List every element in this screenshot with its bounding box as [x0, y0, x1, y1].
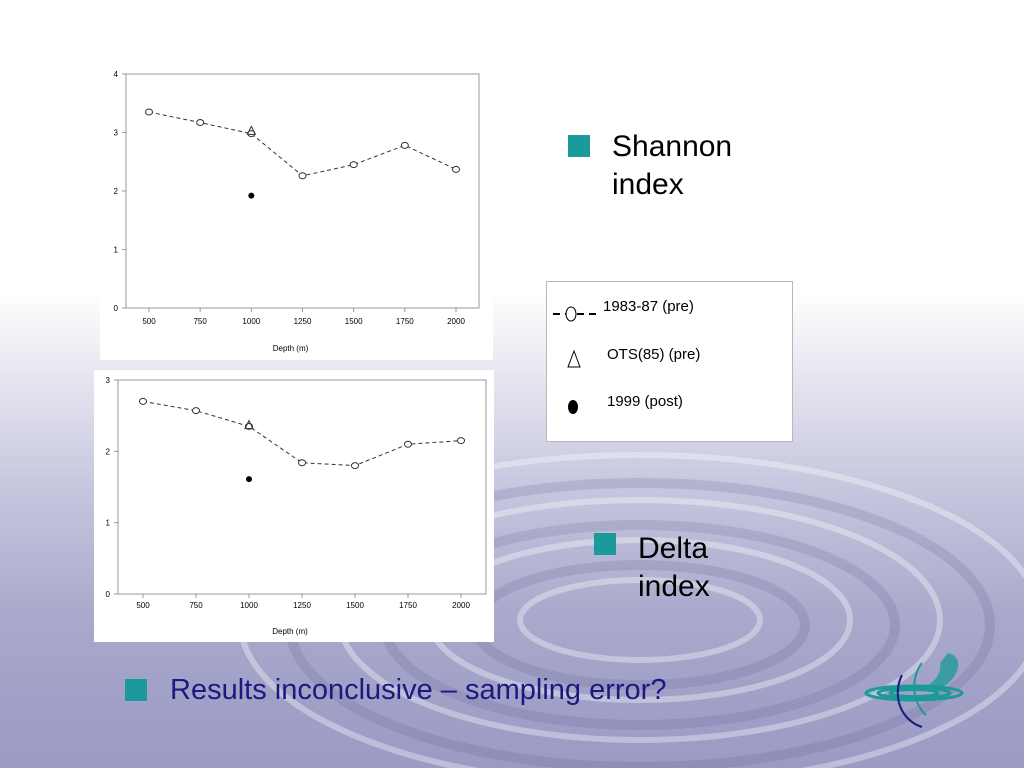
data-point-dot	[248, 192, 255, 199]
y-tick-label: 0	[114, 304, 119, 313]
shannon-label: Shannon index	[612, 128, 732, 204]
data-point-circle	[457, 437, 465, 445]
y-tick-label: 1	[106, 519, 111, 528]
shannon-label-line2: index	[612, 168, 684, 201]
shannon-bullet-icon	[568, 135, 590, 157]
data-point-circle	[298, 172, 307, 180]
legend-marker-dot-icon	[568, 400, 578, 414]
x-tick-label: 750	[193, 317, 207, 326]
data-point-circle	[196, 119, 205, 127]
data-point-circle	[145, 108, 153, 116]
data-point-circle	[404, 440, 412, 448]
data-point-circle	[452, 165, 460, 173]
y-tick-label: 2	[106, 447, 111, 456]
legend-label-1999: 1999 (post)	[607, 393, 683, 410]
data-point-circle	[349, 161, 358, 169]
x-tick-label: 1500	[346, 601, 364, 610]
data-point-triangle	[244, 419, 254, 430]
y-tick-label: 3	[106, 376, 111, 385]
data-point-dot	[246, 476, 252, 483]
legend-markers	[553, 306, 597, 414]
delta-label-line1: Delta	[638, 532, 709, 565]
x-tick-label: 750	[189, 601, 203, 610]
x-tick-label: 1250	[293, 601, 311, 610]
data-point-circle	[192, 407, 200, 415]
y-tick-label: 0	[106, 590, 111, 599]
shannon-chart: 0 1 2 3 4 500 750 1000 1250 1500 1750 2000 Depth (m)	[114, 70, 480, 353]
x-tick-label: 1500	[345, 317, 363, 326]
y-tick-label: 4	[114, 70, 119, 79]
legend-marker-triangle-icon	[567, 349, 581, 368]
x-tick-label: 2000	[452, 601, 470, 610]
y-tick-label: 2	[114, 187, 119, 196]
x-tick-label: 500	[142, 317, 156, 326]
chart-legend: 1983-87 (pre) OTS(85) (pre) 1999 (post)	[546, 281, 793, 442]
y-tick-label: 3	[114, 129, 119, 138]
x-axis-label: Depth (m)	[273, 344, 309, 353]
x-axis-label: Depth (m)	[272, 627, 308, 636]
data-point-circle	[298, 459, 306, 467]
x-tick-label: 1750	[399, 601, 417, 610]
logo-icon	[864, 653, 964, 728]
legend-marker-circle-dashed-icon	[553, 306, 597, 322]
plot-area	[117, 379, 487, 595]
x-tick-label: 1750	[396, 317, 414, 326]
x-tick-label: 500	[136, 601, 150, 610]
legend-label-1983: 1983-87 (pre)	[603, 298, 694, 315]
delta-chart: 0 1 2 3 500 750 1000 1250 1500 1750 2000 Depth (m)	[106, 376, 487, 636]
x-tick-label: 1250	[294, 317, 312, 326]
conclusion-bullet-icon	[125, 679, 147, 701]
delta-bullet-icon	[594, 533, 616, 555]
x-tick-label: 2000	[447, 317, 465, 326]
shannon-label-line1: Shannon	[612, 130, 733, 163]
data-point-circle	[400, 141, 409, 149]
plot-area	[125, 73, 480, 309]
data-point-triangle	[246, 125, 257, 135]
y-tick-label: 1	[114, 246, 119, 255]
delta-label: Delta index	[638, 530, 710, 606]
x-tick-label: 1000	[240, 601, 258, 610]
data-point-circle	[351, 462, 359, 470]
legend-label-ots85: OTS(85) (pre)	[607, 346, 701, 363]
delta-label-line2: index	[638, 570, 710, 603]
data-point-circle	[139, 397, 147, 405]
x-tick-label: 1000	[242, 317, 260, 326]
conclusion-text: Results inconclusive – sampling error?	[170, 674, 667, 706]
